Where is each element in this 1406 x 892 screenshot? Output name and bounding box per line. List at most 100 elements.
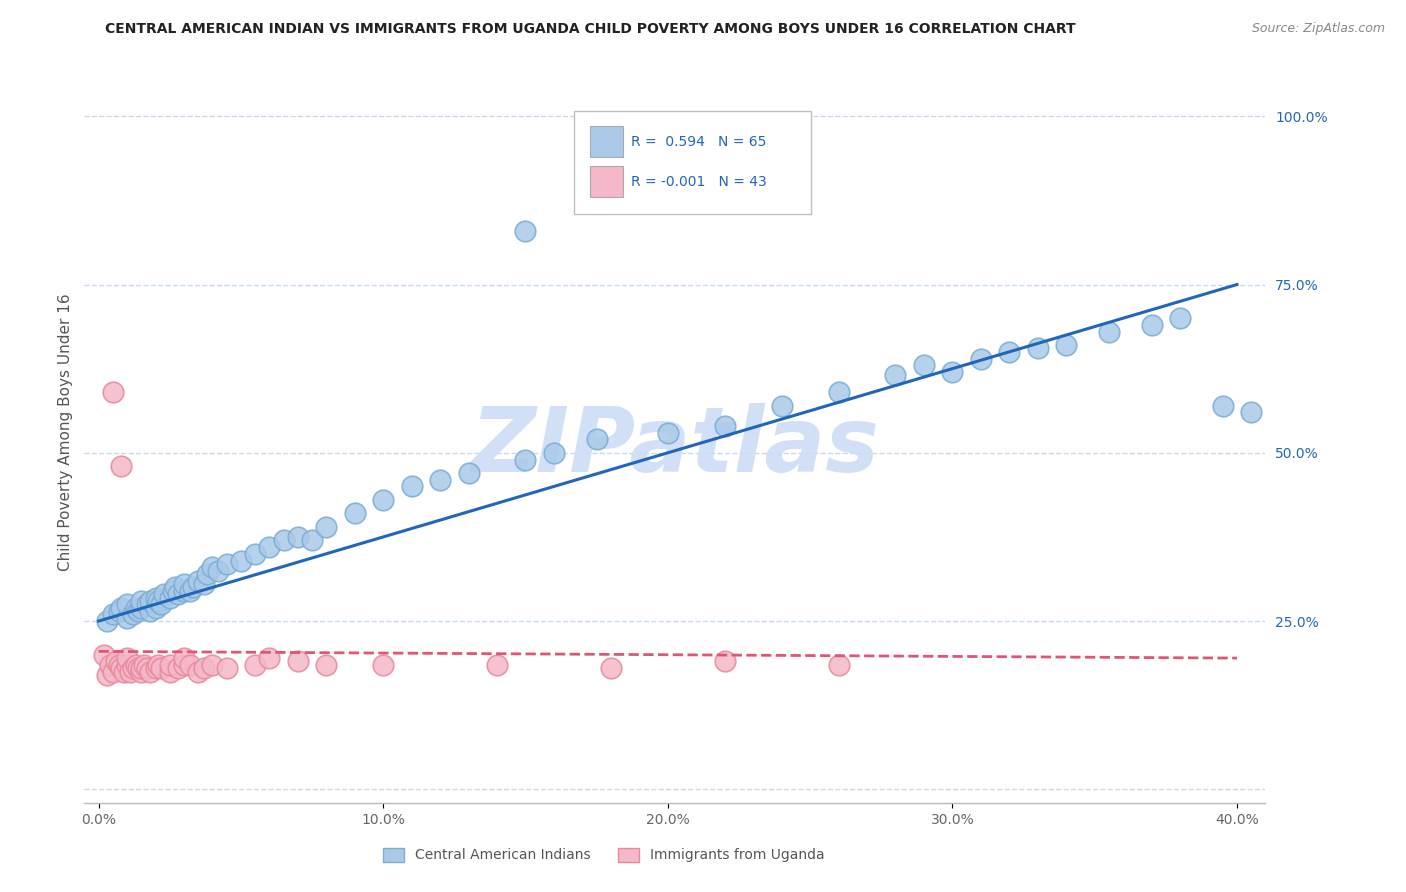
Point <box>159 591 181 605</box>
Text: R =  0.594   N = 65: R = 0.594 N = 65 <box>631 135 766 149</box>
Point <box>179 657 201 672</box>
Point <box>173 651 195 665</box>
Point <box>129 600 152 615</box>
Point <box>127 661 149 675</box>
Point <box>998 344 1021 359</box>
Point <box>1140 318 1163 332</box>
Point <box>373 492 395 507</box>
Point <box>187 574 209 588</box>
Point <box>243 547 266 561</box>
Point <box>585 433 607 447</box>
Point <box>134 657 156 672</box>
Point <box>167 587 190 601</box>
Point <box>115 611 138 625</box>
Point <box>173 657 195 672</box>
Point <box>121 607 143 622</box>
Point <box>115 657 138 672</box>
Point <box>110 600 132 615</box>
Point <box>259 540 281 554</box>
Point <box>115 651 138 665</box>
Point <box>215 661 238 675</box>
Point <box>515 224 537 238</box>
Point <box>429 473 451 487</box>
Point <box>150 597 173 611</box>
Point <box>287 655 309 669</box>
Point <box>1212 399 1234 413</box>
FancyBboxPatch shape <box>575 111 811 214</box>
Point <box>145 661 167 675</box>
Point <box>259 651 281 665</box>
Point <box>139 604 162 618</box>
Text: Source: ZipAtlas.com: Source: ZipAtlas.com <box>1251 22 1385 36</box>
Point <box>827 385 849 400</box>
Point <box>1240 405 1263 419</box>
Y-axis label: Child Poverty Among Boys Under 16: Child Poverty Among Boys Under 16 <box>58 293 73 572</box>
Point <box>315 520 337 534</box>
Point <box>101 385 124 400</box>
Point <box>136 597 159 611</box>
Point <box>970 351 993 366</box>
FancyBboxPatch shape <box>591 166 623 197</box>
Point <box>457 466 479 480</box>
Point <box>770 399 793 413</box>
Point <box>373 657 395 672</box>
Point <box>139 594 162 608</box>
Point <box>543 446 565 460</box>
Point <box>1054 338 1077 352</box>
Point <box>193 577 215 591</box>
Point <box>110 459 132 474</box>
Point <box>159 657 181 672</box>
Point <box>112 665 135 679</box>
Point <box>107 657 129 672</box>
Point <box>301 533 323 548</box>
Point <box>657 425 679 440</box>
Point <box>121 661 143 675</box>
Point <box>599 661 621 675</box>
Point <box>179 583 201 598</box>
Point <box>187 665 209 679</box>
Point <box>181 581 204 595</box>
Point <box>165 581 187 595</box>
Legend: Central American Indians, Immigrants from Uganda: Central American Indians, Immigrants fro… <box>382 847 825 863</box>
Point <box>229 553 252 567</box>
Point <box>93 648 115 662</box>
Point <box>153 587 176 601</box>
Point <box>173 577 195 591</box>
Point <box>1168 311 1191 326</box>
Point <box>827 657 849 672</box>
Point <box>136 661 159 675</box>
Point <box>124 657 146 672</box>
Point <box>195 566 218 581</box>
Text: CENTRAL AMERICAN INDIAN VS IMMIGRANTS FROM UGANDA CHILD POVERTY AMONG BOYS UNDER: CENTRAL AMERICAN INDIAN VS IMMIGRANTS FR… <box>105 22 1076 37</box>
Point <box>139 665 162 679</box>
Point <box>201 657 224 672</box>
Point <box>315 657 337 672</box>
Text: ZIPatlas: ZIPatlas <box>471 403 879 491</box>
FancyBboxPatch shape <box>591 126 623 157</box>
Point <box>713 418 735 433</box>
Point <box>104 655 127 669</box>
Point <box>101 665 124 679</box>
Point <box>193 661 215 675</box>
Point <box>110 661 132 675</box>
Point <box>343 507 366 521</box>
Point <box>129 594 152 608</box>
Point <box>515 452 537 467</box>
Point <box>941 365 963 379</box>
Point <box>118 665 141 679</box>
Point <box>201 560 224 574</box>
Point <box>129 661 152 675</box>
Point <box>145 591 167 605</box>
Point <box>145 600 167 615</box>
Point <box>101 607 124 622</box>
Point <box>162 583 184 598</box>
Point <box>98 657 121 672</box>
Point <box>127 604 149 618</box>
Text: R = -0.001   N = 43: R = -0.001 N = 43 <box>631 175 766 188</box>
Point <box>173 583 195 598</box>
Point <box>124 600 146 615</box>
Point <box>129 665 152 679</box>
Point <box>884 368 907 383</box>
Point <box>207 564 229 578</box>
Point <box>159 665 181 679</box>
